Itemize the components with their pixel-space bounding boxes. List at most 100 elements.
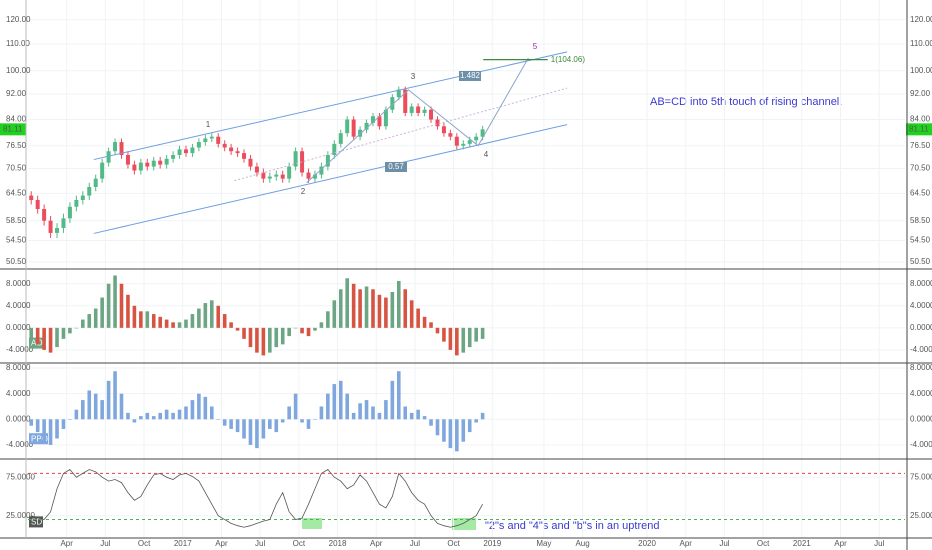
candle-body bbox=[125, 154, 130, 165]
wave-label: 1 bbox=[206, 120, 211, 129]
x-tick-label: Oct bbox=[138, 539, 151, 548]
wave-path bbox=[306, 57, 529, 184]
x-tick-label: Oct bbox=[293, 539, 306, 548]
candle-body bbox=[171, 154, 176, 159]
x-tick-label: Oct bbox=[447, 539, 460, 548]
y-tick-label: 50.50 bbox=[910, 257, 931, 266]
candle-body bbox=[177, 149, 182, 155]
candle-body bbox=[383, 109, 388, 127]
candle-body bbox=[138, 162, 143, 171]
candle-body bbox=[409, 106, 414, 113]
channel-line bbox=[93, 124, 568, 234]
y-tick-label: 84.00 bbox=[6, 115, 27, 124]
x-tick-label: 2019 bbox=[483, 539, 501, 548]
candle-body bbox=[364, 122, 369, 130]
wave-label: 5 bbox=[533, 42, 538, 51]
histogram-bar bbox=[242, 419, 246, 439]
candle-body bbox=[351, 119, 356, 137]
candle-body bbox=[474, 136, 479, 141]
candle-body bbox=[254, 166, 259, 173]
histogram-bar bbox=[216, 305, 221, 328]
annotation: "2"s and "4"s and "b"s in an uptrend bbox=[485, 520, 660, 532]
x-tick-label: 2020 bbox=[638, 539, 656, 548]
histogram-bar bbox=[261, 327, 266, 356]
histogram-bar bbox=[377, 412, 382, 420]
candle-body bbox=[164, 158, 169, 165]
candle-body bbox=[242, 153, 247, 159]
y-tick-label: -4.0000 bbox=[6, 440, 34, 449]
candle-body bbox=[29, 195, 34, 200]
histogram-bar bbox=[351, 412, 356, 420]
highlight-box bbox=[302, 518, 322, 529]
histogram-bar bbox=[55, 419, 59, 439]
ratio-label: 1.482 bbox=[460, 71, 481, 80]
y-tick-label: 100.00 bbox=[6, 66, 31, 75]
histogram-bar bbox=[474, 419, 478, 423]
candle-body bbox=[274, 174, 279, 177]
x-tick-label: 2017 bbox=[174, 539, 192, 548]
candle-body bbox=[416, 106, 421, 113]
histogram-bar bbox=[29, 419, 34, 426]
last-price-box bbox=[906, 123, 932, 136]
histogram-bar bbox=[203, 396, 208, 420]
candle-body bbox=[435, 119, 440, 127]
histogram-bar bbox=[371, 406, 375, 420]
histogram-bar bbox=[216, 419, 221, 420]
ratio-label: 0.57 bbox=[388, 162, 404, 171]
histogram-bar bbox=[29, 327, 34, 339]
histogram-bar bbox=[422, 416, 427, 420]
y-tick-label: 58.50 bbox=[6, 216, 27, 225]
histogram-bar bbox=[126, 412, 130, 420]
histogram-bar bbox=[209, 406, 214, 420]
histogram-bar bbox=[100, 297, 104, 328]
candle-body bbox=[132, 164, 137, 171]
x-tick-label: May bbox=[536, 539, 551, 548]
histogram-bar bbox=[106, 283, 111, 328]
y-tick-label: 8.0000 bbox=[6, 279, 31, 288]
candle-body bbox=[377, 116, 382, 127]
indicator-name: SD bbox=[31, 518, 42, 527]
histogram-bar bbox=[409, 412, 414, 420]
histogram-bar bbox=[242, 327, 246, 339]
histogram-bar bbox=[274, 419, 279, 433]
histogram-bar bbox=[326, 393, 330, 420]
histogram-bar bbox=[81, 319, 85, 328]
histogram-bar bbox=[61, 419, 66, 429]
y-tick-label: -4.0000 bbox=[910, 345, 932, 354]
candle-body bbox=[267, 176, 272, 179]
y-tick-label: 76.50 bbox=[910, 141, 931, 150]
x-tick-label: Jul bbox=[255, 539, 265, 548]
wave-label: 2 bbox=[301, 187, 306, 196]
histogram-bar bbox=[293, 393, 298, 420]
histogram-bar bbox=[300, 327, 304, 334]
y-tick-label: 4.0000 bbox=[6, 389, 31, 398]
histogram-bar bbox=[203, 303, 208, 328]
histogram-bar bbox=[467, 419, 472, 433]
histogram-bar bbox=[287, 406, 291, 420]
histogram-bar bbox=[435, 327, 440, 334]
histogram-bar bbox=[319, 322, 324, 328]
y-tick-label: 84.00 bbox=[910, 115, 931, 124]
histogram-bar bbox=[248, 327, 253, 348]
indicator-name: PPO bbox=[31, 434, 48, 443]
histogram-bar bbox=[184, 406, 188, 420]
y-tick-label: 70.50 bbox=[6, 164, 27, 173]
candle-body bbox=[332, 143, 337, 155]
x-tick-label: Apr bbox=[834, 539, 847, 548]
y-tick-label: 4.0000 bbox=[910, 301, 932, 310]
histogram-bar bbox=[338, 289, 343, 328]
candle-body bbox=[183, 149, 188, 154]
x-tick-label: Jul bbox=[874, 539, 884, 548]
histogram-bar bbox=[306, 327, 311, 337]
histogram-bar bbox=[209, 300, 214, 328]
histogram-bar bbox=[177, 322, 182, 328]
y-tick-label: 58.50 bbox=[910, 216, 931, 225]
histogram-bar bbox=[81, 400, 85, 420]
annotation: AB=CD into 5th touch of rising channel. bbox=[650, 96, 842, 108]
histogram-bar bbox=[255, 419, 259, 449]
histogram-bar bbox=[371, 289, 375, 328]
candle-body bbox=[396, 89, 401, 98]
channel-line bbox=[234, 87, 568, 182]
histogram-bar bbox=[151, 416, 156, 420]
